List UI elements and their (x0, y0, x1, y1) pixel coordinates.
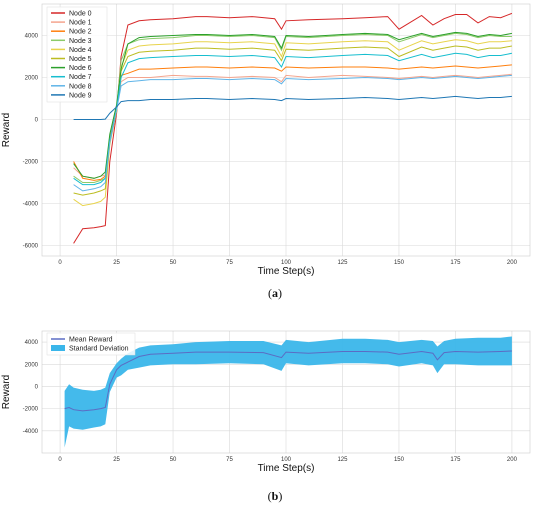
y-tick-label: 2000 (25, 362, 39, 368)
y-tick-label: 0 (35, 384, 39, 390)
chart-panel-a: 0 25 50 75 100 125 150 175 200 -6000 -4000 -2000 0 20… (1, 3, 531, 277)
x-tick-label: 100 (281, 260, 292, 266)
series-line-node-3 (73, 32, 512, 183)
legend-entry: Node 6 (69, 65, 92, 72)
x-tick-label: 50 (170, 260, 177, 266)
legend: Node 0 Node 1 Node 2 Node 3 Node 4 Node 5 Node… (46, 6, 108, 103)
x-tick-label: 100 (281, 457, 292, 463)
x-tick-label: 75 (226, 457, 233, 463)
x-tick-label: 150 (394, 260, 405, 266)
legend-entry: Node 4 (69, 47, 92, 54)
series-line-node-6 (73, 31, 512, 179)
x-axis-label: Time Step(s) (258, 463, 315, 474)
series-line-mean-reward (64, 350, 512, 412)
series-line-node-5 (73, 45, 512, 196)
y-tick-label: -2000 (23, 407, 39, 413)
legend-entry: Node 8 (69, 83, 92, 90)
y-tick-label: 0 (35, 118, 39, 124)
legend-entry: Mean Reward (69, 337, 113, 344)
caption-a: (a) (268, 286, 282, 300)
y-tick-label: -2000 (23, 160, 39, 166)
y-tick-label: -4000 (23, 202, 39, 208)
x-tick-label: 0 (58, 457, 62, 463)
legend-entry: Node 7 (69, 74, 92, 81)
y-tick-label: 2000 (25, 76, 39, 82)
x-axis-label: Time Step(s) (258, 266, 315, 277)
x-tick-label: 150 (394, 457, 405, 463)
x-tick-label: 75 (226, 260, 233, 266)
series-line-node-1 (73, 73, 512, 179)
x-tick-label: 175 (450, 260, 461, 266)
legend-swatch (51, 345, 65, 351)
series-line-node-8 (73, 74, 512, 192)
chart-panel-b: 0 25 50 75 100 125 150 175 200 -4000 -2000 0 2000 400… (1, 330, 531, 474)
x-tick-label: 200 (507, 457, 518, 463)
series-line-node-4 (73, 39, 512, 207)
y-tick-label: 4000 (25, 34, 39, 40)
caption-b-label: b (272, 489, 279, 503)
legend-entry: Node 2 (69, 29, 92, 36)
x-tick-label: 25 (113, 260, 120, 266)
series-line-node-7 (73, 52, 512, 186)
caption-a-label: a (272, 286, 278, 300)
legend-entry: Node 9 (69, 92, 92, 99)
x-tick-label: 125 (337, 457, 348, 463)
plot-frame (41, 3, 531, 257)
std-band (64, 336, 512, 448)
y-axis-label: Reward (1, 375, 12, 409)
x-tick-label: 50 (170, 457, 177, 463)
legend-entry: Node 3 (69, 38, 92, 45)
x-tick-label: 0 (58, 260, 62, 266)
legend: Mean Reward Standard Deviation (46, 332, 136, 356)
legend-box (46, 332, 136, 356)
y-tick-label: -6000 (23, 244, 39, 250)
caption-b: (b) (268, 489, 283, 503)
legend-entry: Node 0 (69, 11, 92, 18)
series-line-node-0 (73, 12, 513, 244)
legend-entry: Node 1 (69, 20, 92, 27)
x-tick-label: 200 (507, 260, 518, 266)
x-tick-label: 125 (337, 260, 348, 266)
x-tick-label: 25 (113, 457, 120, 463)
x-tick-label: 175 (450, 457, 461, 463)
y-axis-label: Reward (1, 113, 12, 147)
series-line-node-9 (73, 95, 512, 120)
y-tick-label: 4000 (25, 340, 39, 346)
legend-entry: Node 5 (69, 56, 92, 63)
plot-frame (41, 330, 531, 454)
y-tick-label: -4000 (23, 429, 39, 435)
series-line-node-2 (73, 64, 512, 181)
legend-entry: Standard Deviation (69, 346, 129, 353)
